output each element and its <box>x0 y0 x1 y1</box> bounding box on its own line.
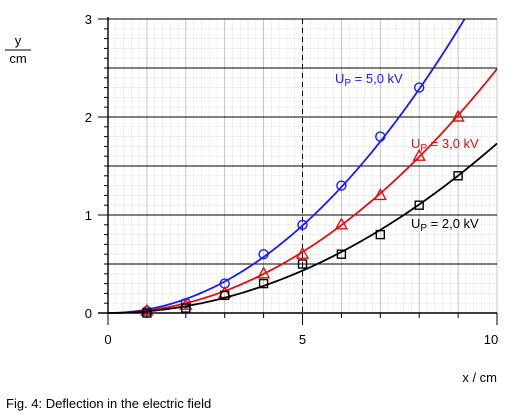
labels-layer: 0 5 10 0 1 2 3 y cm x / cm UP = 5,0 kV UP = 3,0 kV U… <box>5 12 498 385</box>
data-point-square <box>181 303 191 313</box>
x-tick-label: 5 <box>299 332 306 347</box>
y-axis-label-numerator: y <box>15 33 22 48</box>
data-point-square <box>336 249 347 259</box>
data-point-square <box>219 290 230 301</box>
x-axis-label: x / cm <box>462 370 497 385</box>
data-point-square <box>297 259 308 269</box>
series-layer <box>107 18 498 318</box>
data-point-square <box>142 308 152 318</box>
series-label: UP = 2,0 kV <box>411 216 479 234</box>
y-tick-label: 3 <box>85 12 92 27</box>
y-tick-label: 0 <box>85 306 92 321</box>
data-point-circle <box>414 82 425 93</box>
data-point-triangle <box>412 148 426 161</box>
series-label: UP = 5,0 kV <box>335 71 403 89</box>
data-point-circle <box>297 219 308 231</box>
x-tick-label: 10 <box>484 332 498 347</box>
series-curve <box>107 68 498 314</box>
y-tick-label: 1 <box>85 208 92 223</box>
data-point-circle <box>375 131 386 142</box>
grid <box>107 18 498 314</box>
data-point-triangle <box>334 217 349 230</box>
series-curve <box>108 142 498 314</box>
series-curve <box>107 18 466 314</box>
series-label: UP = 3,0 kV <box>411 136 479 154</box>
deflection-chart: 0 5 10 0 1 2 3 y cm x / cm UP = 5,0 kV UP = 3,0 kV U… <box>5 12 498 385</box>
data-point-circle <box>336 180 347 191</box>
axes <box>98 17 498 325</box>
data-point-triangle <box>256 266 271 279</box>
data-point-triangle <box>451 109 465 122</box>
data-point-square <box>414 200 424 210</box>
data-point-triangle <box>373 187 387 201</box>
data-point-triangle <box>295 246 310 259</box>
figure-caption: Fig. 4: Deflection in the electric field <box>6 396 212 411</box>
data-point-triangle <box>140 303 154 316</box>
y-axis-label-denominator: cm <box>9 51 26 66</box>
data-point-circle <box>258 248 269 260</box>
x-tick-label: 0 <box>104 332 111 347</box>
data-point-square <box>375 229 385 240</box>
data-point-square <box>258 278 269 289</box>
y-tick-label: 2 <box>85 110 92 125</box>
data-point-square <box>453 171 463 181</box>
